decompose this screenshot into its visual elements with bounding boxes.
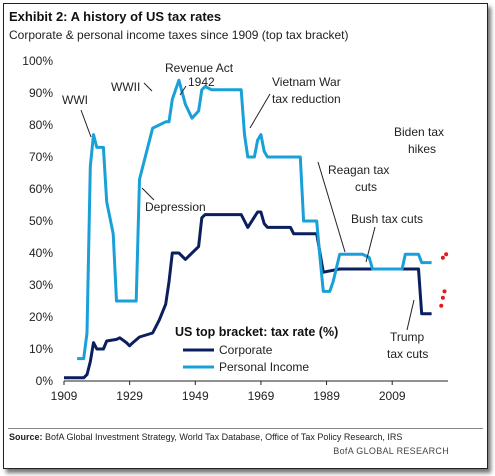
series-line-personal <box>77 78 432 361</box>
projection-dots <box>439 252 449 308</box>
x-tick-label: 1909 <box>51 389 78 403</box>
annotation-bush: Bush tax cuts <box>351 212 423 226</box>
source-label: Source: <box>9 432 43 442</box>
annotation-wwii: WWII <box>111 80 140 94</box>
y-tick-label: 70% <box>29 150 53 164</box>
projection-dot <box>442 289 447 294</box>
projection-dot <box>439 303 444 308</box>
y-tick-label: 0% <box>36 374 54 388</box>
annotation-biden-2: hikes <box>408 142 436 156</box>
annotation-trump-2: tax cuts <box>387 347 428 361</box>
brand-label: BofA GLOBAL RESEARCH <box>333 446 449 456</box>
x-tick-label: 2009 <box>379 389 406 403</box>
chart-subtitle: Corporate & personal income taxes since … <box>9 28 349 42</box>
y-tick-label: 20% <box>29 310 53 324</box>
annotations: WWI WWII Revenue Act 1942 Vietnam War ta… <box>62 61 444 361</box>
annotation-biden-1: Biden tax <box>394 125 444 139</box>
legend-label-corporate: Corporate <box>219 343 273 357</box>
projection-dot <box>440 255 445 260</box>
x-tick-labels: 1909 1929 1949 1969 1989 2009 <box>51 381 406 403</box>
y-tick-label: 10% <box>29 342 53 356</box>
y-tick-label: 30% <box>29 278 53 292</box>
y-tick-label: 50% <box>29 214 53 228</box>
annotation-reagan-1: Reagan tax <box>328 163 389 177</box>
source-text: BofA Global Investment Strategy, World T… <box>42 432 403 442</box>
annotation-vietnam-2: tax reduction <box>272 92 341 106</box>
series-lines <box>64 78 432 380</box>
projection-dot <box>444 252 449 257</box>
annotation-vietnam-pointer <box>249 93 271 129</box>
x-tick-label: 1989 <box>313 389 340 403</box>
x-tick-label: 1949 <box>182 389 209 403</box>
annotation-depression-pointer <box>141 187 155 201</box>
annotation-bush-pointer <box>365 226 376 263</box>
annotation-wwi: WWI <box>62 93 88 107</box>
annotation-trump-pointer <box>406 299 415 331</box>
legend: US top bracket: tax rate (%) Corporate P… <box>175 325 338 374</box>
y-tick-label: 60% <box>29 182 53 196</box>
exhibit-frame: Exhibit 2: A history of US tax rates Cor… <box>3 3 488 469</box>
y-tick-label: 80% <box>29 118 53 132</box>
annotation-trump-1: Trump <box>390 330 425 344</box>
source-note: Source: BofA Global Investment Strategy,… <box>9 432 402 442</box>
legend-label-personal: Personal Income <box>219 360 309 374</box>
y-tick-labels: 0% 10% 20% 30% 40% 50% 60% 70% 80% 90% 100% <box>22 54 53 388</box>
series-line-corporate <box>64 210 432 380</box>
annotation-revenue-act-pointer <box>179 85 187 96</box>
x-tick-label: 1929 <box>116 389 143 403</box>
y-tick-label: 90% <box>29 86 53 100</box>
annotation-revenue-act-1: Revenue Act <box>165 61 234 75</box>
annotation-wwi-pointer <box>80 109 92 138</box>
y-tick-label: 40% <box>29 246 53 260</box>
annotation-depression: Depression <box>145 200 206 214</box>
annotation-reagan-bracket <box>317 161 346 253</box>
annotation-revenue-act-2: 1942 <box>188 75 215 89</box>
axes: 0%10%20%30%40%50%60%70%80%90%100% 1909 19… <box>22 54 448 403</box>
y-tick-label: 100% <box>22 54 53 68</box>
annotation-vietnam-1: Vietnam War <box>272 75 341 89</box>
annotation-wwii-pointer <box>143 82 153 92</box>
projection-dot <box>440 295 445 300</box>
footer-divider <box>8 428 483 429</box>
x-tick-label: 1969 <box>248 389 275 403</box>
chart-title: Exhibit 2: A history of US tax rates <box>9 9 222 24</box>
legend-title: US top bracket: tax rate (%) <box>175 325 338 339</box>
annotation-reagan-2: cuts <box>355 180 377 194</box>
